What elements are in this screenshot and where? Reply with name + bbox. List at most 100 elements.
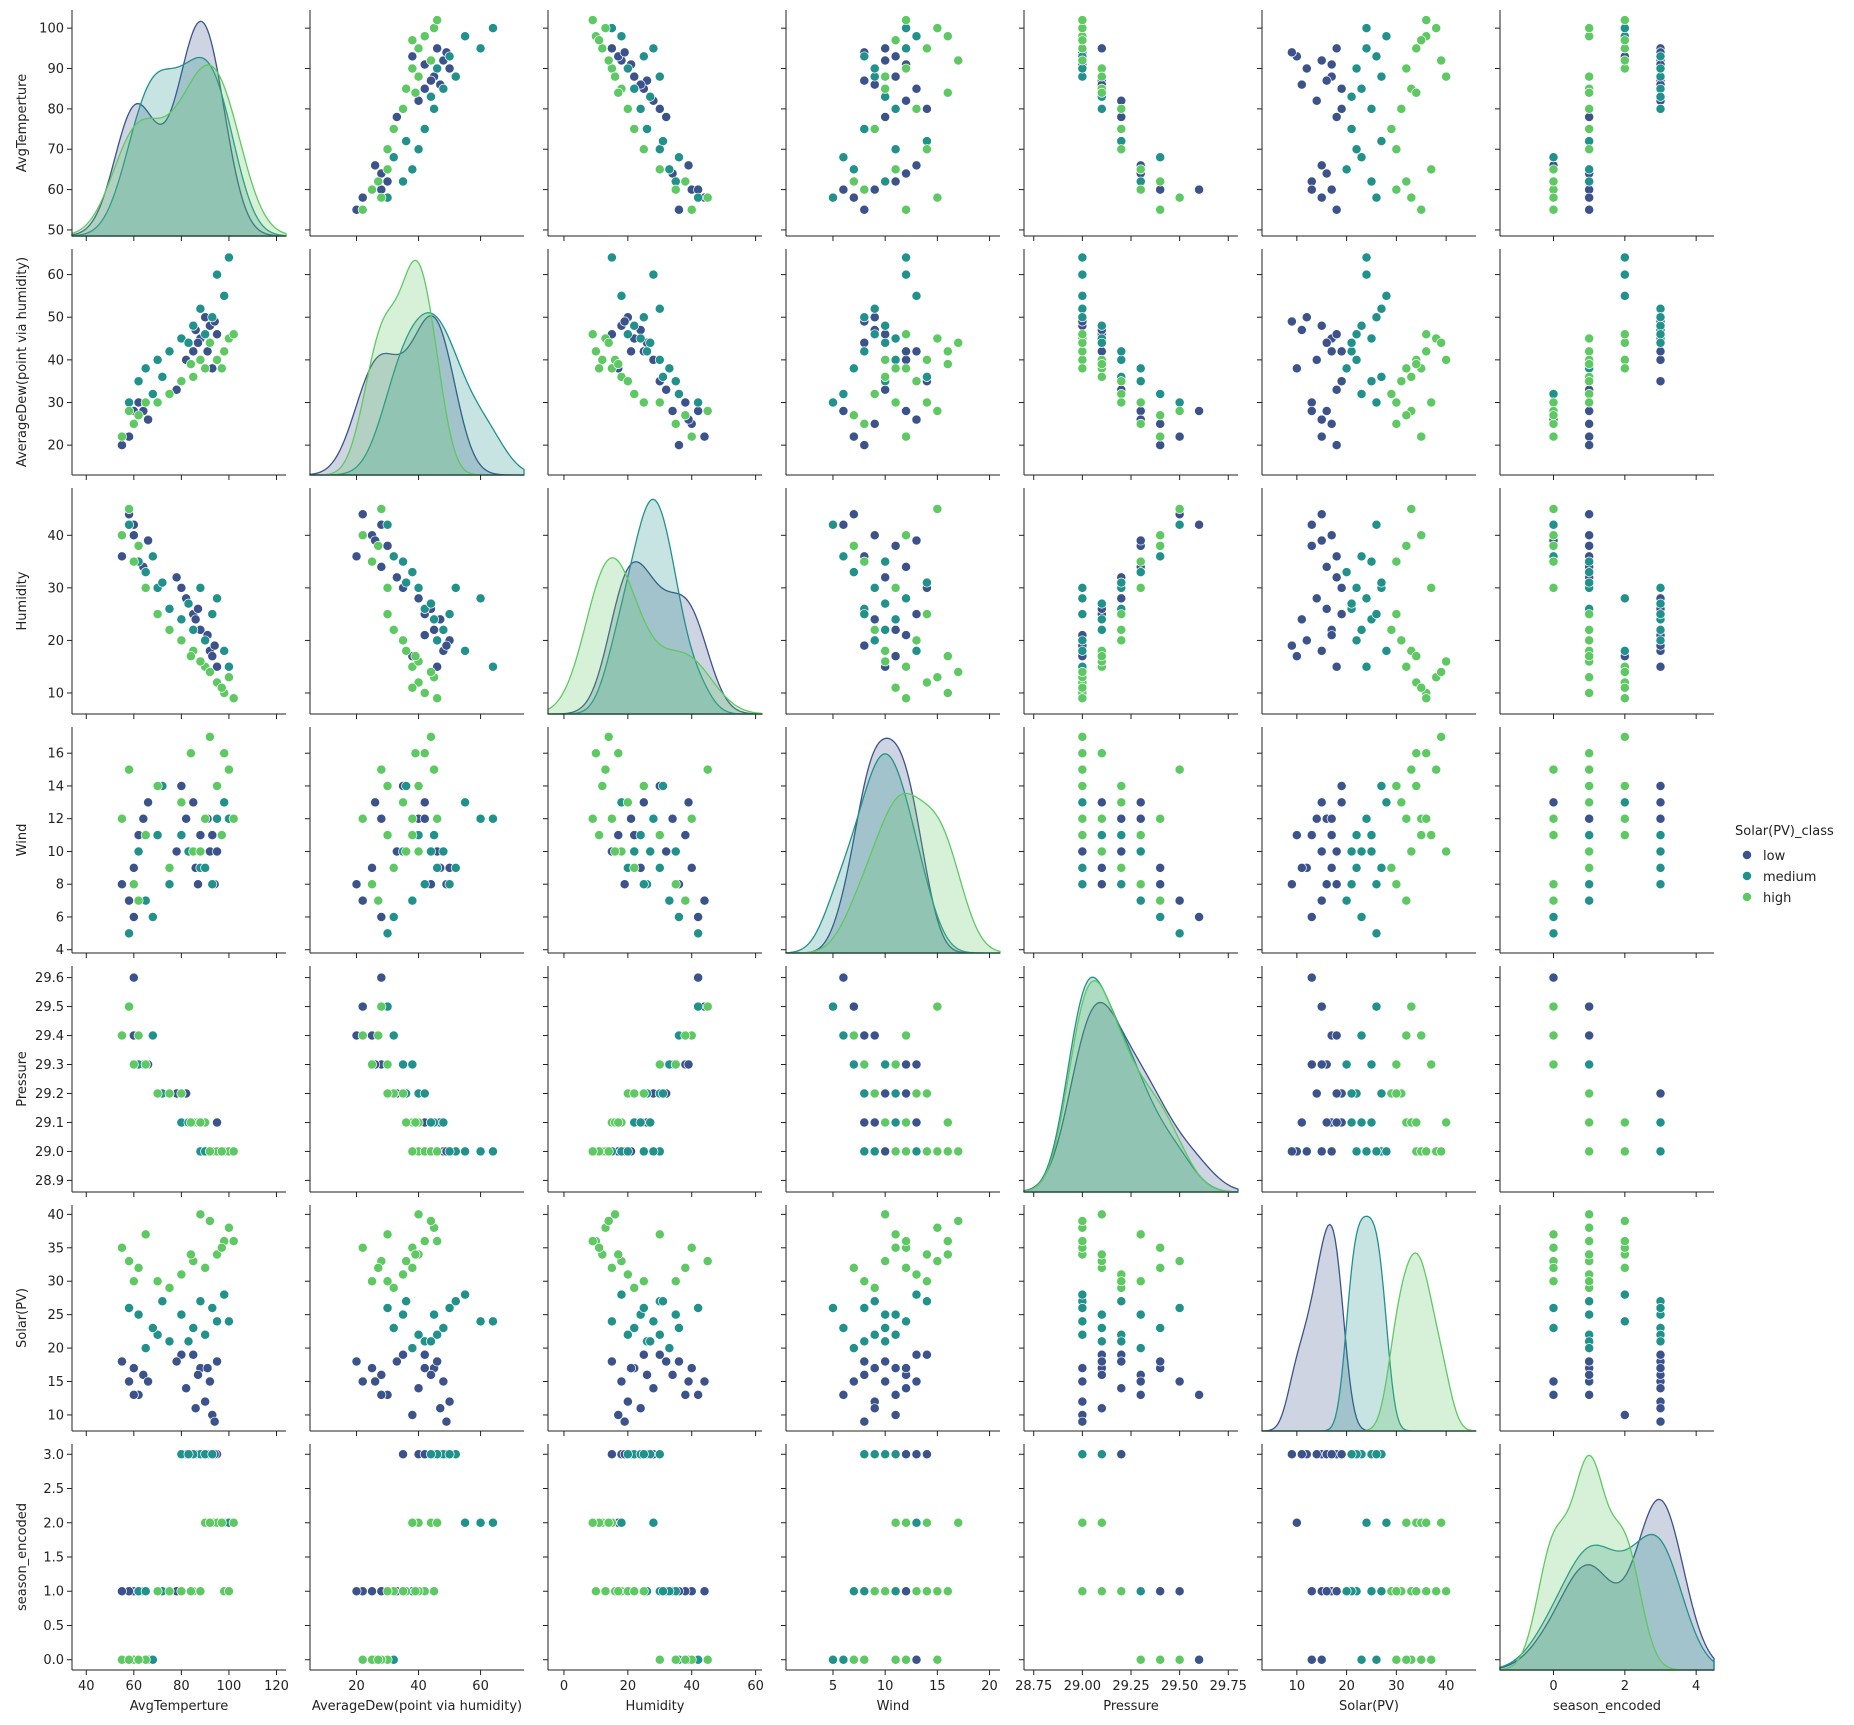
scatter-point bbox=[171, 384, 182, 395]
scatter-point bbox=[1116, 635, 1127, 646]
scatter-point bbox=[1116, 354, 1127, 365]
scatter-point bbox=[1155, 530, 1166, 541]
scatter-point bbox=[606, 1262, 617, 1273]
scatter-point bbox=[357, 192, 368, 203]
scatter-point bbox=[1584, 609, 1595, 620]
scatter-point bbox=[128, 862, 139, 873]
scatter-point bbox=[901, 1236, 911, 1247]
scatter-point bbox=[1401, 540, 1412, 551]
scatter-point bbox=[1135, 1654, 1146, 1665]
scatter-point bbox=[859, 75, 870, 86]
scatter-point bbox=[869, 1117, 880, 1128]
scatter-point bbox=[622, 103, 633, 114]
scatter-point bbox=[398, 1586, 408, 1597]
scatter-point bbox=[654, 830, 665, 841]
scatter-point bbox=[1135, 813, 1146, 824]
x-tick-label: 60 bbox=[126, 1679, 143, 1694]
scatter-point bbox=[610, 1209, 621, 1220]
scatter-point bbox=[1336, 797, 1347, 808]
scatter-point bbox=[1116, 1336, 1127, 1347]
density-curve bbox=[309, 315, 525, 476]
panel bbox=[1495, 727, 1714, 958]
scatter-point bbox=[942, 346, 953, 357]
x-tick-label: 60 bbox=[472, 1679, 489, 1694]
scatter-point bbox=[911, 290, 922, 301]
scatter-point bbox=[674, 440, 684, 451]
scatter-point bbox=[869, 624, 880, 635]
scatter-point bbox=[1135, 1343, 1146, 1354]
scatter-point bbox=[351, 551, 362, 562]
scatter-point bbox=[1096, 1449, 1107, 1460]
scatter-point bbox=[1351, 582, 1362, 593]
density-curve bbox=[785, 792, 1001, 954]
scatter-point bbox=[1174, 1303, 1185, 1313]
scatter-point bbox=[890, 1242, 901, 1253]
scatter-point bbox=[613, 748, 624, 759]
scatter-point bbox=[859, 1369, 870, 1380]
scatter-point bbox=[1116, 1449, 1127, 1460]
scatter-point bbox=[200, 329, 211, 340]
scatter-point bbox=[670, 1309, 681, 1320]
scatter-point bbox=[953, 1517, 964, 1528]
scatter-point bbox=[932, 1001, 943, 1012]
scatter-point bbox=[838, 1323, 849, 1333]
scatter-point bbox=[667, 1369, 678, 1380]
scatter-point bbox=[1548, 1303, 1559, 1313]
scatter-point bbox=[382, 928, 393, 939]
scatter-point bbox=[1174, 1256, 1185, 1267]
scatter-point bbox=[212, 781, 222, 791]
y-tick-label: 29.5 bbox=[35, 1000, 64, 1015]
x-axis-label: season_encoded bbox=[1553, 1699, 1661, 1714]
scatter-point bbox=[1406, 192, 1417, 203]
scatter-point bbox=[1135, 1586, 1146, 1597]
scatter-point bbox=[921, 103, 932, 114]
scatter-point bbox=[911, 1117, 922, 1128]
scatter-point bbox=[932, 1256, 943, 1267]
y-tick-label: 50 bbox=[47, 311, 64, 326]
scatter-point bbox=[1584, 1001, 1595, 1012]
scatter-point bbox=[209, 1416, 220, 1427]
scatter-point bbox=[426, 846, 436, 857]
scatter-point bbox=[622, 329, 633, 340]
scatter-point bbox=[1306, 1586, 1317, 1597]
scatter-point bbox=[1331, 1088, 1342, 1099]
scatter-point bbox=[398, 556, 408, 567]
y-tick-label: 6 bbox=[56, 910, 64, 925]
y-tick-label: 8 bbox=[56, 878, 64, 893]
scatter-point bbox=[1155, 431, 1166, 442]
scatter-point bbox=[152, 397, 163, 408]
scatter-point bbox=[1174, 519, 1185, 530]
scatter-point bbox=[1356, 152, 1367, 163]
panel bbox=[543, 249, 762, 480]
x-tick-label: 40 bbox=[78, 1679, 95, 1694]
scatter-point bbox=[1155, 895, 1166, 906]
scatter-point bbox=[1391, 1059, 1402, 1070]
scatter-point bbox=[1351, 635, 1362, 646]
scatter-point bbox=[351, 879, 362, 890]
panel bbox=[543, 727, 762, 958]
scatter-point bbox=[638, 1349, 649, 1360]
scatter-point bbox=[1548, 204, 1559, 215]
scatter-point bbox=[1116, 376, 1127, 387]
scatter-point bbox=[869, 303, 880, 314]
scatter-point bbox=[124, 1001, 135, 1012]
scatter-point bbox=[901, 354, 911, 365]
scatter-point bbox=[357, 509, 368, 520]
scatter-point bbox=[1619, 363, 1630, 374]
scatter-point bbox=[1421, 15, 1432, 26]
scatter-point bbox=[828, 397, 838, 408]
scatter-point bbox=[901, 1586, 911, 1597]
scatter-point bbox=[629, 862, 640, 873]
scatter-point bbox=[1116, 830, 1127, 841]
scatter-point bbox=[1584, 862, 1595, 873]
scatter-point bbox=[382, 176, 393, 187]
scatter-point bbox=[693, 1303, 704, 1313]
scatter-point bbox=[890, 35, 901, 46]
scatter-point bbox=[645, 1117, 656, 1128]
scatter-point bbox=[859, 1586, 870, 1597]
scatter-point bbox=[1174, 895, 1185, 906]
scatter-point bbox=[911, 83, 922, 94]
scatter-point bbox=[1341, 164, 1352, 175]
scatter-point bbox=[921, 677, 932, 688]
scatter-point bbox=[190, 614, 201, 625]
